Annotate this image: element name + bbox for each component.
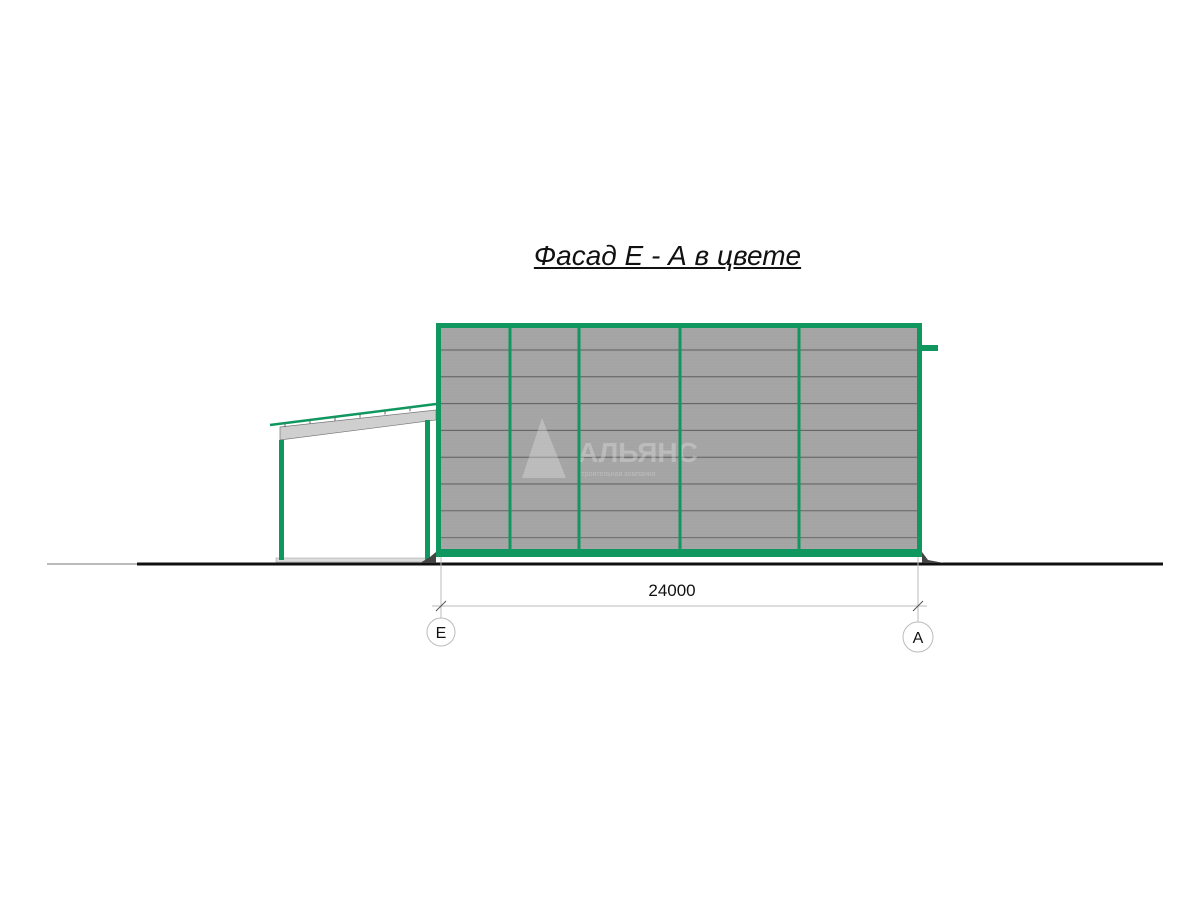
svg-text:АЛЬЯНС: АЛЬЯНС (578, 437, 698, 468)
svg-text:строительная компания: строительная компания (578, 471, 656, 478)
frame-posts (508, 325, 801, 553)
frame-post (577, 325, 581, 553)
axis-marker-e: Е (426, 617, 456, 647)
dimension-label: 24000 (648, 581, 695, 600)
frame-post (797, 325, 801, 553)
building-facade: АЛЬЯНС строительная компания (420, 323, 944, 563)
canopy-roof (269, 402, 437, 427)
frame-post (678, 325, 682, 553)
frame-post (508, 325, 512, 553)
plinth-right (922, 552, 944, 563)
drawing-title: Фасад Е - А в цвете (533, 240, 802, 271)
canopy-post-left (279, 440, 284, 560)
svg-text:Е: Е (436, 625, 447, 642)
axis-marker-a: А (902, 621, 934, 653)
gutter-outlet (922, 345, 938, 351)
canopy (269, 402, 437, 563)
canopy-purlins (284, 407, 411, 428)
dimension-line-group: 24000 (432, 557, 927, 623)
watermark-logo: АЛЬЯНС строительная компания (522, 418, 698, 478)
svg-text:А: А (913, 630, 924, 647)
canopy-post-right (425, 420, 430, 560)
canopy-slab (275, 557, 427, 563)
plinth-left (420, 552, 436, 563)
